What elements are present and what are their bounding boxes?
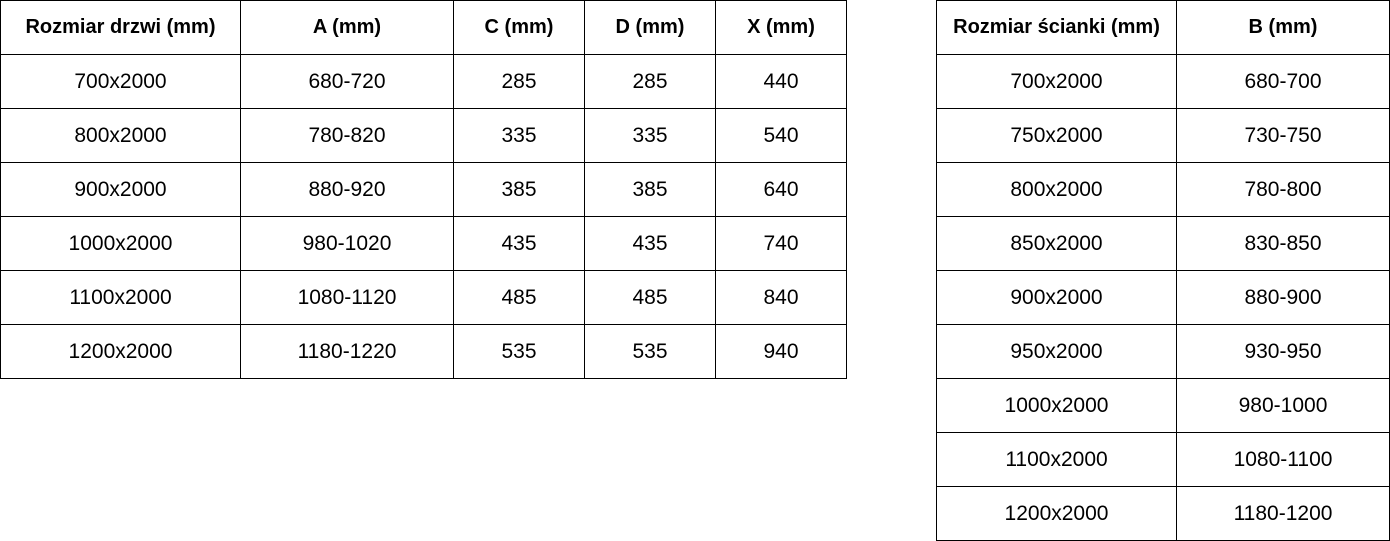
table-cell: 750x2000 — [936, 108, 1177, 163]
table-cell: 980-1020 — [240, 216, 454, 271]
table-cell: 730-750 — [1176, 108, 1390, 163]
table-cell: 1100x2000 — [0, 270, 241, 325]
table-cell: 800x2000 — [0, 108, 241, 163]
table-cell: 335 — [584, 108, 716, 163]
table-cell: 285 — [584, 54, 716, 109]
table-row: 1100x2000 1080-1120 485 485 840 — [0, 270, 847, 325]
table-row: 800x2000 780-800 — [936, 162, 1390, 217]
door-size-table: Rozmiar drzwi (mm) A (mm) C (mm) D (mm) X (m… — [0, 0, 847, 379]
table-cell: 1180-1200 — [1176, 486, 1390, 541]
table-cell: 440 — [715, 54, 847, 109]
table-cell: 680-720 — [240, 54, 454, 109]
table-cell: 335 — [453, 108, 585, 163]
column-header: D (mm) — [584, 0, 716, 55]
table-cell: 1000x2000 — [936, 378, 1177, 433]
table-cell: 1000x2000 — [0, 216, 241, 271]
table-row: 950x2000 930-950 — [936, 324, 1390, 379]
header-row: Rozmiar ścianki (mm) B (mm) — [936, 0, 1390, 55]
column-header: X (mm) — [715, 0, 847, 55]
table-cell: 850x2000 — [936, 216, 1177, 271]
table-cell: 540 — [715, 108, 847, 163]
table-row: 800x2000 780-820 335 335 540 — [0, 108, 847, 163]
table-cell: 700x2000 — [0, 54, 241, 109]
table-row: 1000x2000 980-1000 — [936, 378, 1390, 433]
table-cell: 535 — [453, 324, 585, 379]
table-row: 750x2000 730-750 — [936, 108, 1390, 163]
table-cell: 700x2000 — [936, 54, 1177, 109]
header-row: Rozmiar drzwi (mm) A (mm) C (mm) D (mm) X (m… — [0, 0, 847, 55]
table-cell: 1200x2000 — [936, 486, 1177, 541]
table-cell: 740 — [715, 216, 847, 271]
table-row: 700x2000 680-700 — [936, 54, 1390, 109]
table-cell: 1080-1120 — [240, 270, 454, 325]
table-cell: 1080-1100 — [1176, 432, 1390, 487]
table-cell: 385 — [453, 162, 585, 217]
table-cell: 900x2000 — [936, 270, 1177, 325]
table-cell: 940 — [715, 324, 847, 379]
table-row: 1200x2000 1180-1200 — [936, 486, 1390, 541]
table-cell: 900x2000 — [0, 162, 241, 217]
table-cell: 680-700 — [1176, 54, 1390, 109]
table-cell: 980-1000 — [1176, 378, 1390, 433]
table-cell: 640 — [715, 162, 847, 217]
column-header: C (mm) — [453, 0, 585, 55]
table-cell: 385 — [584, 162, 716, 217]
table-cell: 880-920 — [240, 162, 454, 217]
table-cell: 485 — [584, 270, 716, 325]
table-cell: 535 — [584, 324, 716, 379]
table-cell: 950x2000 — [936, 324, 1177, 379]
table-cell: 485 — [453, 270, 585, 325]
table-cell: 840 — [715, 270, 847, 325]
table-cell: 435 — [453, 216, 585, 271]
table-cell: 1200x2000 — [0, 324, 241, 379]
column-header: A (mm) — [240, 0, 454, 55]
table-row: 1000x2000 980-1020 435 435 740 — [0, 216, 847, 271]
table-cell: 780-820 — [240, 108, 454, 163]
table-cell: 780-800 — [1176, 162, 1390, 217]
table-row: 900x2000 880-920 385 385 640 — [0, 162, 847, 217]
table-row: 1200x2000 1180-1220 535 535 940 — [0, 324, 847, 379]
column-header: Rozmiar drzwi (mm) — [0, 0, 241, 55]
table-cell: 1180-1220 — [240, 324, 454, 379]
wall-size-table: Rozmiar ścianki (mm) B (mm) 700x2000 680-7… — [936, 0, 1390, 541]
table-cell: 285 — [453, 54, 585, 109]
column-header: Rozmiar ścianki (mm) — [936, 0, 1177, 55]
column-header: B (mm) — [1176, 0, 1390, 55]
table-row: 1100x2000 1080-1100 — [936, 432, 1390, 487]
table-cell: 1100x2000 — [936, 432, 1177, 487]
table-row: 700x2000 680-720 285 285 440 — [0, 54, 847, 109]
table-row: 900x2000 880-900 — [936, 270, 1390, 325]
table-cell: 800x2000 — [936, 162, 1177, 217]
table-cell: 880-900 — [1176, 270, 1390, 325]
table-row: 850x2000 830-850 — [936, 216, 1390, 271]
table-cell: 830-850 — [1176, 216, 1390, 271]
table-cell: 435 — [584, 216, 716, 271]
table-cell: 930-950 — [1176, 324, 1390, 379]
